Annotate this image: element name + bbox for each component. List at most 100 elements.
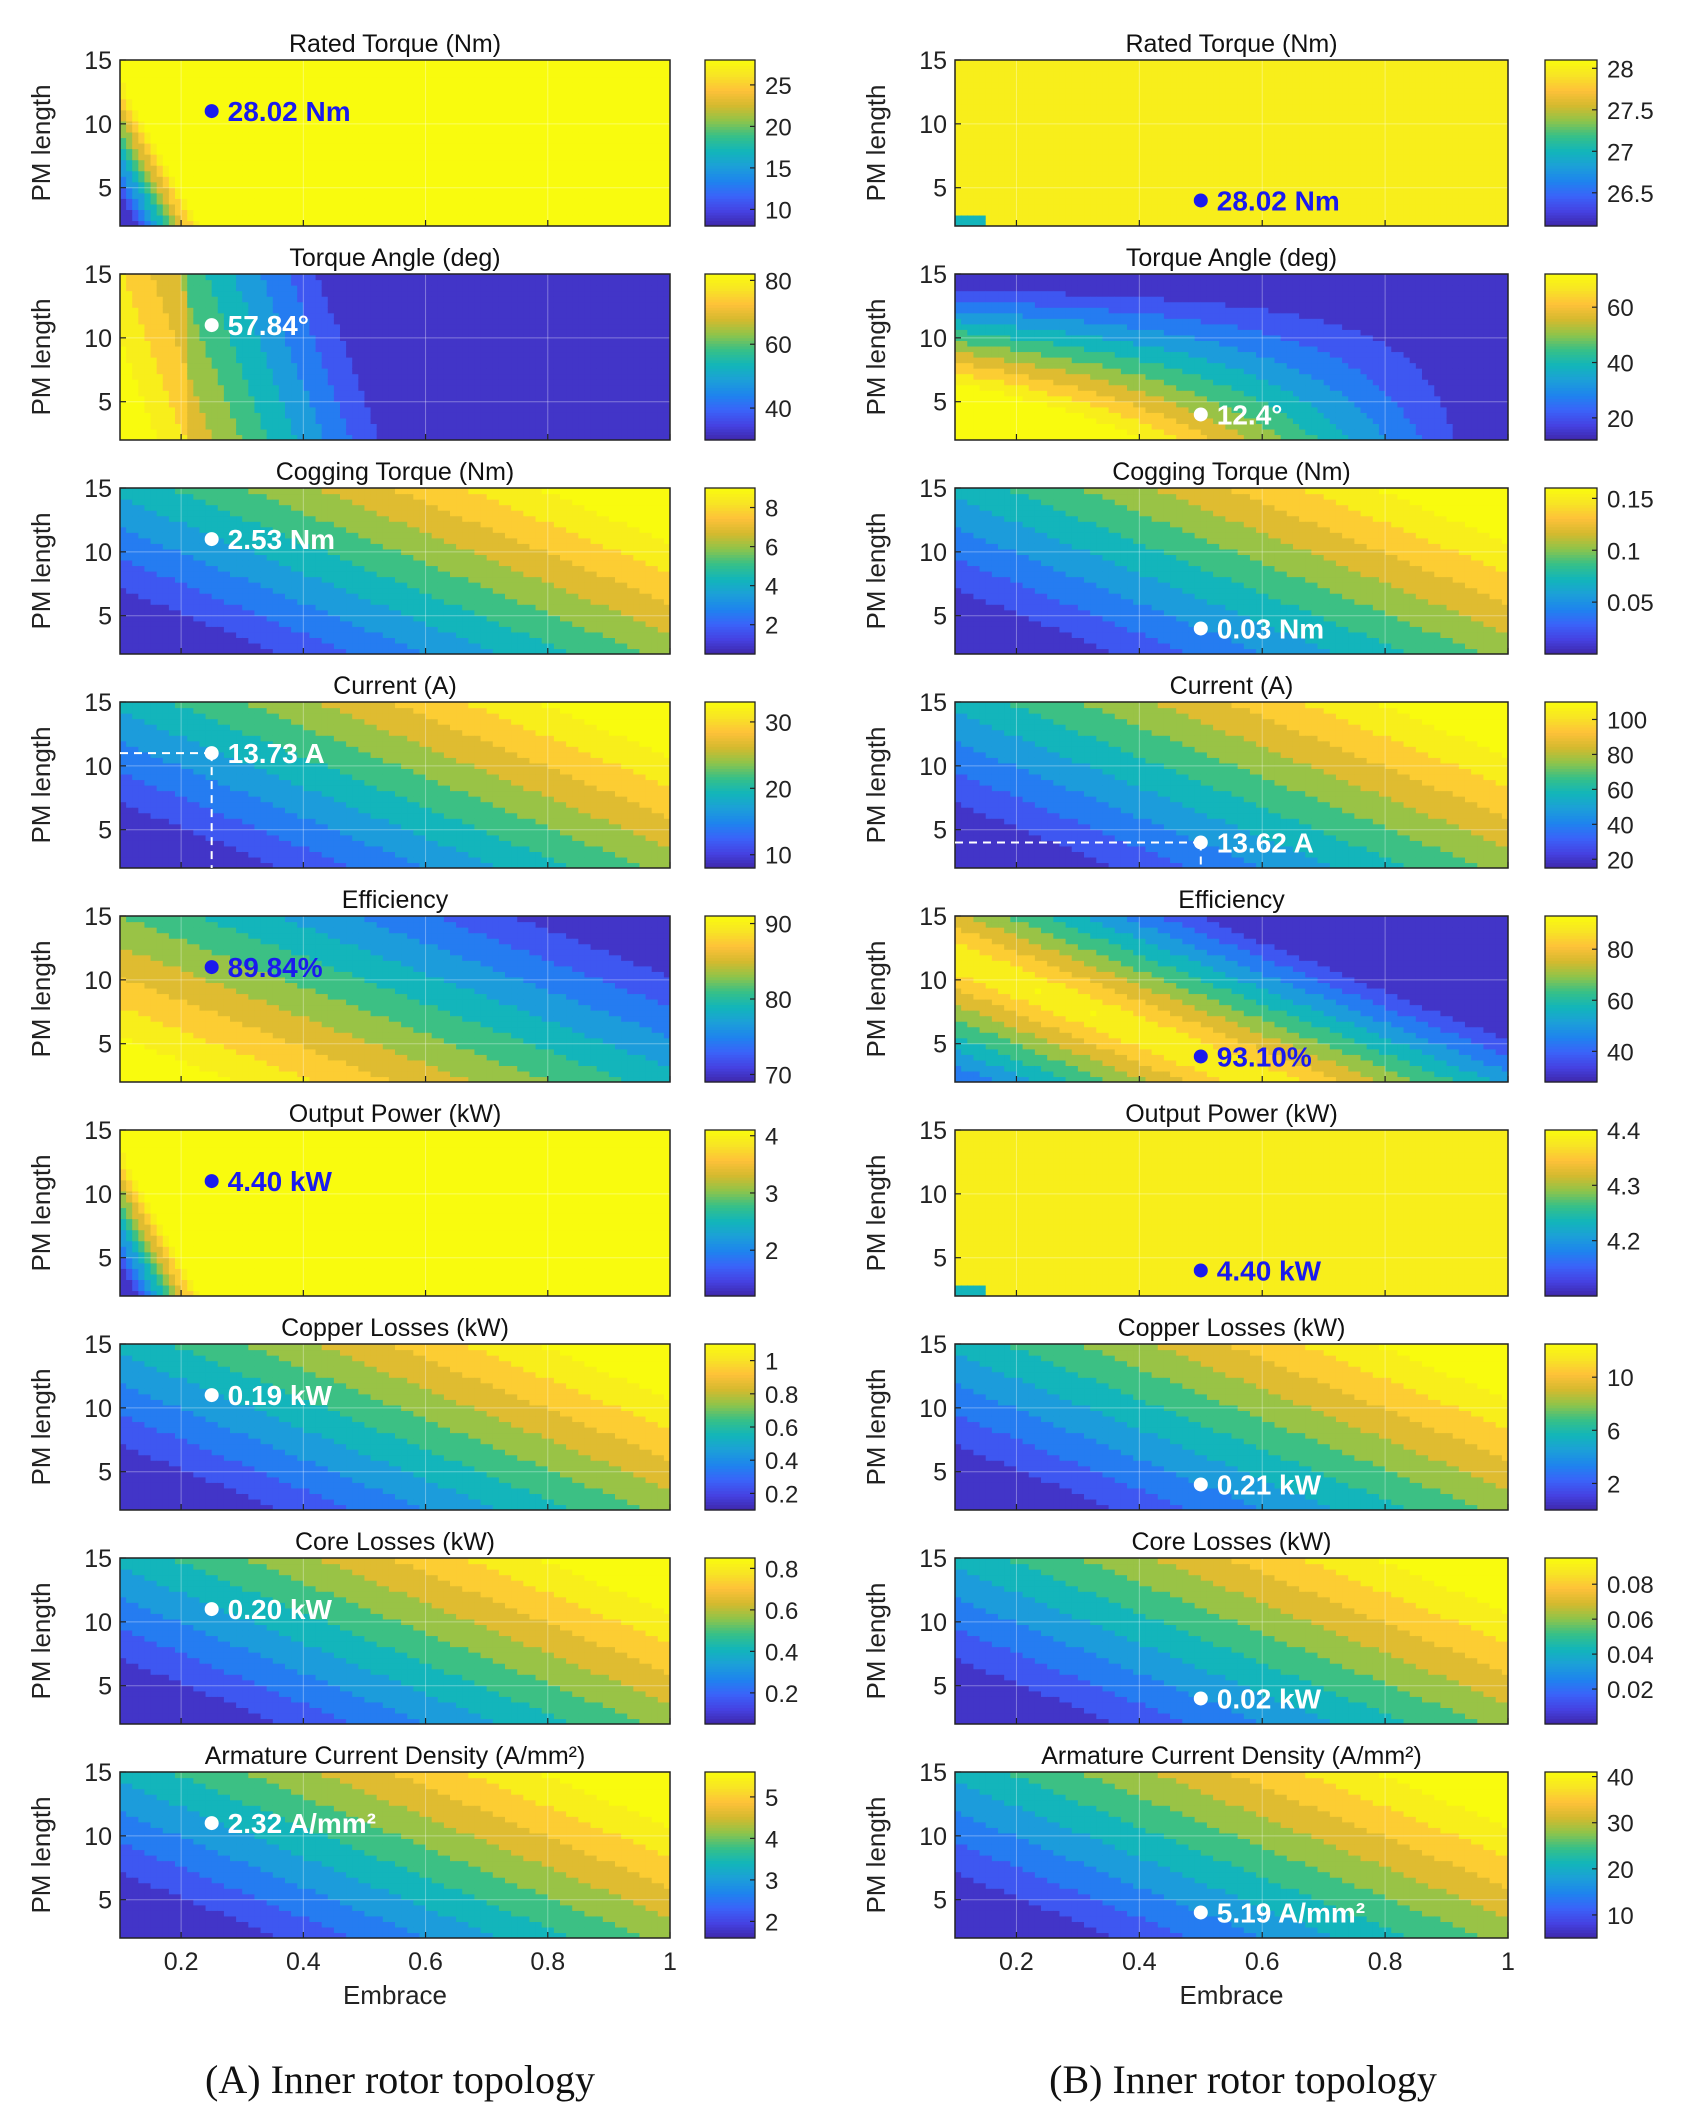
contour-cell: [181, 66, 188, 72]
contour-cell: [163, 379, 170, 385]
contour-cell: [157, 280, 164, 286]
contour-cell: [578, 209, 585, 215]
contour-cell: [407, 82, 414, 88]
contour-cell: [199, 149, 206, 155]
contour-cell: [132, 126, 139, 132]
contour-cell: [340, 198, 347, 204]
contour-cell: [450, 368, 457, 374]
contour-cell: [120, 132, 127, 138]
contour-cell: [212, 379, 219, 385]
contour-cell: [187, 182, 194, 188]
contour-cell: [224, 346, 231, 352]
contour-cell: [523, 77, 530, 83]
contour-cell: [377, 429, 384, 435]
contour-cell: [517, 115, 524, 121]
contour-cell: [303, 274, 310, 280]
contour-cell: [132, 374, 139, 380]
contour-cell: [242, 418, 249, 424]
contour-cell: [646, 93, 653, 99]
contour-cell: [401, 274, 408, 280]
contour-cell: [609, 171, 616, 177]
contour-cell: [163, 126, 170, 132]
contour-cell: [138, 82, 145, 88]
contour-cell: [499, 280, 506, 286]
contour-cell: [536, 429, 543, 435]
contour-cell: [120, 209, 127, 215]
contour-cell: [126, 318, 133, 324]
contour-cell: [401, 423, 408, 429]
contour-cell: [389, 412, 396, 418]
contour-cell: [322, 374, 329, 380]
contour-cell: [328, 71, 335, 77]
contour-cell: [548, 126, 555, 132]
contour-cell: [364, 357, 371, 363]
contour-cell: [157, 149, 164, 155]
contour-cell: [505, 204, 512, 210]
contour-cell: [377, 368, 384, 374]
contour-cell: [291, 274, 298, 280]
contour-cell: [389, 176, 396, 182]
contour-cell: [462, 104, 469, 110]
contour-cell: [395, 60, 402, 66]
contour-cell: [413, 418, 420, 424]
contour-cell: [334, 154, 341, 160]
contour-cell: [591, 82, 598, 88]
contour-cell: [291, 285, 298, 291]
contour-cell: [328, 374, 335, 380]
contour-cell: [389, 215, 396, 221]
contour-cell: [322, 302, 329, 308]
contour-cell: [364, 209, 371, 215]
contour-cell: [572, 182, 579, 188]
contour-cell: [157, 368, 164, 374]
contour-cell: [536, 280, 543, 286]
contour-cell: [291, 429, 298, 435]
contour-cell: [511, 368, 518, 374]
contour-cell: [303, 302, 310, 308]
contour-cell: [199, 198, 206, 204]
contour-cell: [517, 126, 524, 132]
contour-cell: [236, 149, 243, 155]
contour-cell: [328, 176, 335, 182]
contour-cell: [383, 209, 390, 215]
contour-cell: [658, 149, 665, 155]
contour-cell: [395, 368, 402, 374]
contour-cell: [615, 60, 622, 66]
contour-cell: [120, 110, 127, 116]
contour-cell: [157, 71, 164, 77]
contour-cell: [187, 198, 194, 204]
contour-cell: [401, 82, 408, 88]
contour-cell: [151, 407, 158, 413]
contour-cell: [377, 351, 384, 357]
contour-cell: [560, 110, 567, 116]
contour-cell: [224, 368, 231, 374]
contour-cell: [597, 71, 604, 77]
contour-cell: [132, 82, 139, 88]
contour-cell: [474, 165, 481, 171]
contour-cell: [328, 313, 335, 319]
contour-cell: [151, 390, 158, 396]
contour-cell: [444, 132, 451, 138]
contour-cell: [658, 137, 665, 143]
contour-cell: [358, 429, 365, 435]
contour-cell: [444, 429, 451, 435]
contour-cell: [352, 368, 359, 374]
contour-cell: [303, 82, 310, 88]
contour-cell: [132, 60, 139, 66]
contour-cell: [242, 204, 249, 210]
contour-cell: [218, 198, 225, 204]
y-tick-label: 10: [84, 111, 112, 139]
contour-cell: [242, 171, 249, 177]
contour-cell: [584, 132, 591, 138]
contour-cell: [456, 99, 463, 105]
contour-cell: [303, 171, 310, 177]
contour-cell: [627, 198, 634, 204]
contour-cell: [591, 66, 598, 72]
contour-cell: [254, 160, 261, 166]
contour-cell: [529, 154, 536, 160]
contour-cell: [340, 154, 347, 160]
contour-cell: [169, 176, 176, 182]
contour-cell: [224, 149, 231, 155]
contour-cell: [334, 374, 341, 380]
contour-cell: [371, 423, 378, 429]
contour-cell: [481, 132, 488, 138]
